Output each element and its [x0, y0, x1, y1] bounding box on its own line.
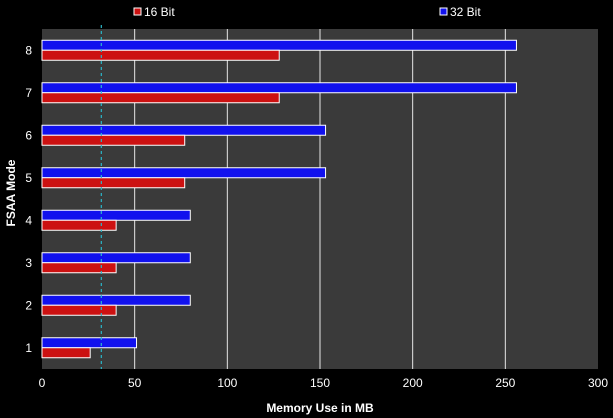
bar-32bit-7 — [41, 82, 517, 94]
y-axis-title: FSAA Mode — [4, 159, 18, 226]
bar-16bit-7 — [41, 92, 280, 104]
y-tick-label: 4 — [25, 213, 32, 227]
x-axis-title: Memory Use in MB — [266, 401, 374, 415]
x-tick-label: 0 — [39, 376, 46, 390]
bar-32bit-6 — [41, 124, 327, 136]
legend: 16 Bit 32 Bit — [133, 5, 481, 19]
y-tick-label: 6 — [25, 128, 32, 142]
bar-16bit-5 — [41, 177, 186, 189]
x-tick-label: 50 — [128, 376, 142, 390]
x-tick-label: 150 — [310, 376, 330, 390]
bars — [41, 39, 517, 359]
legend-swatch-32-bit — [439, 7, 448, 16]
legend-label-16-bit: 16 Bit — [144, 5, 175, 19]
bar-16bit-1 — [41, 347, 91, 359]
bar-16bit-2 — [41, 304, 117, 316]
bar-32bit-2 — [41, 294, 191, 306]
y-tick-label: 3 — [25, 256, 32, 270]
y-tick-label: 1 — [25, 341, 32, 355]
bar-32bit-8 — [41, 39, 517, 51]
y-tick-label: 5 — [25, 171, 32, 185]
x-axis-ticks: 0 50 100 150 200 250 300 — [39, 376, 609, 390]
bar-16bit-8 — [41, 49, 280, 61]
bar-32bit-1 — [41, 337, 138, 349]
x-tick-label: 200 — [403, 376, 423, 390]
bar-16bit-6 — [41, 134, 186, 146]
legend-swatch-16-bit — [133, 7, 142, 16]
y-tick-label: 7 — [25, 86, 32, 100]
bar-32bit-5 — [41, 167, 327, 179]
y-tick-label: 8 — [25, 43, 32, 57]
legend-label-32-bit: 32 Bit — [450, 5, 481, 19]
y-axis-ticks: 1 2 3 4 5 6 7 8 — [25, 43, 32, 355]
bar-16bit-3 — [41, 262, 117, 274]
x-tick-label: 300 — [588, 376, 608, 390]
bar-32bit-4 — [41, 209, 191, 221]
bar-32bit-3 — [41, 252, 191, 264]
bar-16bit-4 — [41, 219, 117, 231]
y-tick-label: 2 — [25, 298, 32, 312]
x-tick-label: 100 — [217, 376, 237, 390]
x-tick-label: 250 — [495, 376, 515, 390]
